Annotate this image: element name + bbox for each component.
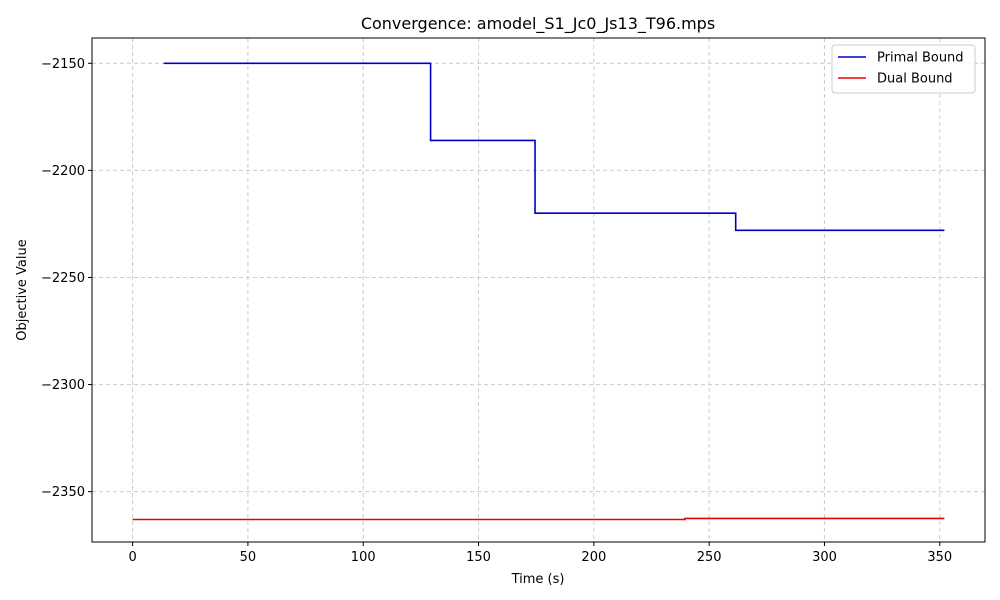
- x-axis-title: Time (s): [511, 572, 565, 587]
- legend: Primal Bound Dual Bound: [831, 44, 976, 94]
- series-line-1: [132, 517, 945, 521]
- x-tick-label: 50: [240, 550, 257, 565]
- x-tick-label: 200: [581, 550, 606, 565]
- y-tick-label: −2200: [41, 164, 85, 179]
- x-tick-label: 0: [128, 550, 136, 565]
- legend-label: Primal Bound: [877, 51, 964, 66]
- x-tick-label: 100: [351, 550, 376, 565]
- ticks: 0 50 100 150 200 250 300 350 −2350 −2300 −2250 −220…: [41, 57, 952, 565]
- y-tick-label: −2150: [41, 57, 85, 72]
- chart-title: Convergence: amodel_S1_Jc0_Js13_T96.mps: [361, 14, 715, 34]
- x-tick-label: 150: [466, 550, 491, 565]
- plot-frame: [91, 37, 986, 543]
- y-tick-label: −2250: [41, 271, 85, 286]
- series-layer: [132, 62, 945, 521]
- x-tick-label: 250: [697, 550, 722, 565]
- legend-label: Dual Bound: [877, 72, 953, 87]
- legend-box: [831, 44, 976, 94]
- y-axis-title: Objective Value: [15, 239, 30, 340]
- y-tick-label: −2350: [41, 485, 85, 500]
- series-line-0: [163, 62, 945, 232]
- x-tick-label: 300: [812, 550, 837, 565]
- y-tick-label: −2300: [41, 378, 85, 393]
- x-tick-label: 350: [927, 550, 952, 565]
